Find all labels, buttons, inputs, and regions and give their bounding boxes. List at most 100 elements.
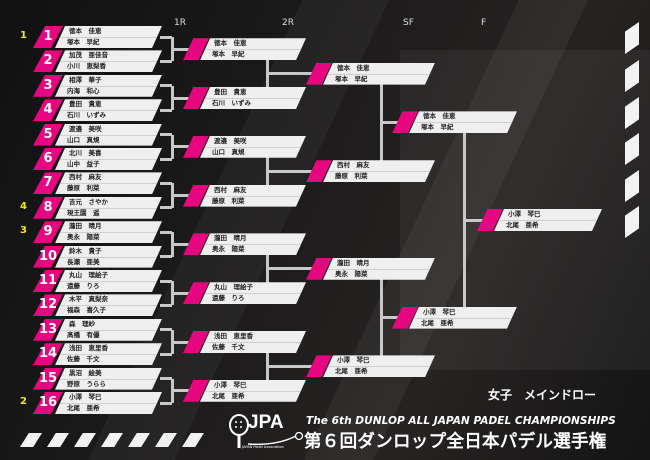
player-name: 小澤 琴巳	[508, 210, 541, 218]
team-entry-r1	[55, 221, 162, 243]
team-entry-sf	[323, 258, 435, 280]
player-name: 瀧田 晴月	[214, 234, 247, 243]
row-divider	[55, 159, 162, 160]
draw-number: 12	[38, 297, 58, 313]
team-entry-r2	[200, 331, 306, 353]
team-entry-r1	[55, 197, 162, 219]
connector-line	[160, 377, 172, 381]
row-divider	[323, 366, 435, 367]
team-entry-r2	[200, 380, 306, 402]
player-name: 山口 真規	[67, 135, 100, 144]
row-divider	[55, 135, 162, 136]
decor-stripe	[47, 433, 69, 447]
player-name: 浅田 恵里香	[214, 332, 253, 340]
row-divider	[55, 208, 162, 209]
draw-number: 11	[38, 273, 58, 288]
row-divider	[55, 379, 162, 380]
draw-number: 6	[43, 151, 53, 166]
row-divider	[200, 391, 306, 392]
team-entry-r1	[55, 75, 162, 97]
player-name: 長瀬 亜美	[67, 257, 100, 266]
player-name: 北尾 亜希	[421, 318, 454, 327]
connector-line	[160, 84, 172, 88]
player-name: 森 理紗	[69, 319, 95, 328]
connector-line	[172, 340, 189, 344]
player-name: 北川 美喜	[69, 149, 102, 157]
player-name: 山口 真規	[212, 147, 245, 156]
team-entry-champion	[494, 209, 602, 231]
connector-line	[381, 316, 398, 320]
row-divider	[200, 196, 306, 197]
row-divider	[55, 37, 162, 38]
row-divider	[323, 74, 435, 75]
connector-line	[464, 218, 483, 222]
connector-line	[160, 303, 172, 307]
decor-stripe	[20, 433, 42, 447]
team-entry-r1	[55, 148, 162, 170]
connector-line	[172, 96, 189, 100]
player-name: 西村 麻友	[337, 161, 370, 170]
connector-line	[160, 206, 172, 210]
team-entry-r2	[200, 87, 306, 109]
round-header-1r: 1R	[174, 18, 186, 28]
connector-line	[160, 352, 172, 356]
team-entry-r1	[55, 368, 162, 390]
jpa-logo: JPA JAPAN Padel Association	[228, 412, 304, 452]
player-name: 遠藤 りろ	[67, 282, 100, 290]
row-divider	[55, 232, 162, 233]
connector-line	[172, 291, 189, 295]
connector-line	[160, 35, 172, 39]
connector-line	[160, 59, 172, 63]
padel-racket-icon	[229, 414, 249, 448]
tournament-name-jp: 第６回ダンロップ全日本パデル選手権	[304, 432, 607, 452]
connector-line	[267, 169, 312, 173]
player-name: 徳本 佳恵	[337, 63, 370, 72]
draw-number: 3	[43, 77, 53, 93]
player-name: 渡邉 美咲	[69, 124, 102, 133]
team-entry-f	[409, 307, 517, 329]
decor-stripe	[625, 133, 639, 165]
team-entry-sf	[323, 63, 435, 85]
team-entry-sf	[323, 355, 435, 377]
connector-line	[172, 145, 189, 149]
round-header-sf: SF	[403, 18, 414, 28]
connector-line	[172, 389, 189, 393]
connector-line	[172, 47, 189, 51]
team-entry-r1	[55, 294, 162, 316]
draw-number: 9	[43, 224, 53, 240]
row-divider	[409, 122, 517, 123]
player-name: 小澤 琴巳	[337, 356, 370, 365]
draw-number: 10	[38, 248, 58, 264]
seed-number: 4	[20, 200, 27, 212]
team-entry-r1	[55, 124, 162, 146]
tournament-name-en: The 6th DUNLOP ALL JAPAN PADEL CHAMPIONS…	[306, 415, 616, 427]
player-name: 山中 益子	[67, 160, 100, 168]
team-entry-r2	[200, 185, 306, 207]
team-entry-r2	[200, 233, 306, 255]
player-name: 石川 いずみ	[212, 99, 251, 107]
row-divider	[55, 86, 162, 87]
logo-subtext: JAPAN Padel Association	[242, 445, 284, 449]
team-entry-r1	[55, 246, 162, 268]
decor-stripe	[74, 433, 96, 447]
event-title: 女子 メインドロー	[488, 388, 597, 402]
player-name: 内海 和心	[67, 86, 100, 95]
draw-number: 15	[38, 370, 58, 386]
player-name: 北尾 亜希	[67, 404, 100, 412]
team-entry-r1	[55, 319, 162, 341]
player-name: 豊田 貴恵	[69, 100, 102, 109]
row-divider	[494, 220, 602, 221]
player-name: 小川 恵梨香	[67, 62, 106, 71]
player-name: 塚本 早紀	[67, 38, 100, 46]
row-divider	[200, 244, 306, 245]
player-name: 北尾 亜希	[335, 367, 368, 376]
player-name: 瀧田 晴月	[69, 222, 102, 231]
player-name: 吉元 さやか	[69, 197, 108, 206]
decor-stripe	[625, 206, 639, 238]
player-name: 徳本 佳恵	[214, 39, 247, 48]
connector-line	[172, 194, 189, 198]
team-entry-r2	[200, 136, 306, 158]
draw-number: 14	[38, 346, 58, 362]
row-divider	[55, 354, 162, 355]
